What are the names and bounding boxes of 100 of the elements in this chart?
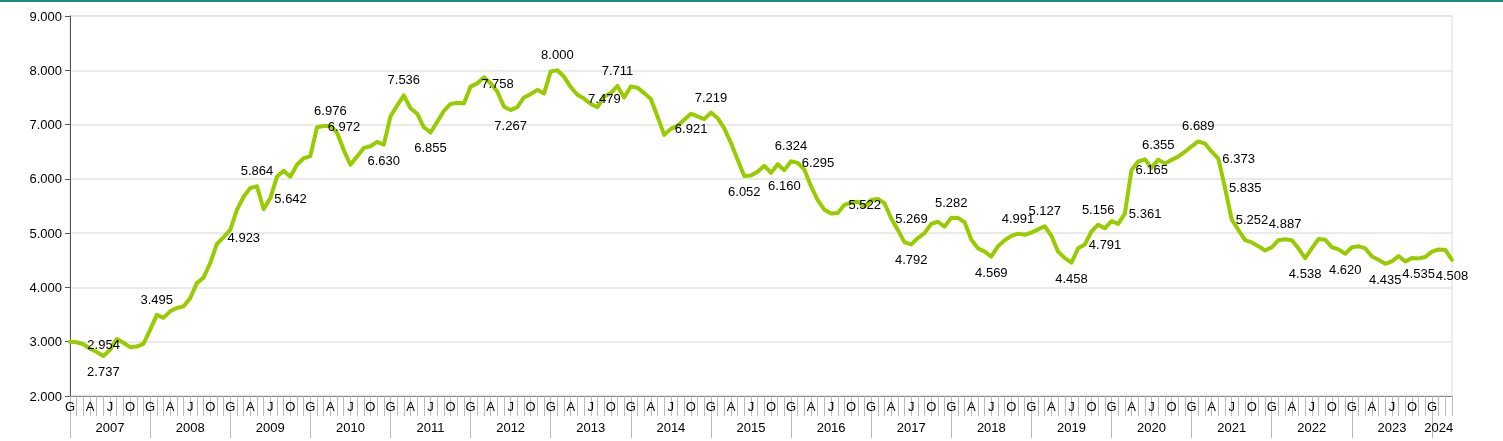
data-label: 4.791 xyxy=(1088,236,1122,252)
x-tick-label: J xyxy=(427,399,434,414)
data-label: 6.972 xyxy=(327,118,361,134)
x-tick-label: J xyxy=(1068,399,1075,414)
data-label: 6.052 xyxy=(728,184,761,200)
data-label: 4.792 xyxy=(894,252,928,268)
data-label: 4.887 xyxy=(1268,216,1302,232)
x-tick-label: G xyxy=(465,399,476,414)
y-tick-label: 8.000 xyxy=(29,62,62,78)
x-tick-label: O xyxy=(365,399,376,414)
y-tick-label: 2.000 xyxy=(29,388,62,404)
data-label: 6.689 xyxy=(1182,118,1215,134)
x-tick-label: G xyxy=(1346,399,1357,414)
data-label: 5.269 xyxy=(895,211,928,227)
data-label: 5.835 xyxy=(1229,180,1262,196)
data-label: 4.569 xyxy=(975,264,1008,280)
data-label: 4.508 xyxy=(1435,267,1469,283)
x-tick-label: O xyxy=(605,399,616,414)
x-tick-label: O xyxy=(1006,399,1017,414)
text: 2023 xyxy=(1377,420,1407,435)
x-tick-label: O xyxy=(765,399,777,414)
x-tick-label: A xyxy=(406,399,416,414)
x-tick-label: J xyxy=(1148,399,1155,414)
y-tick-label: 5.000 xyxy=(29,225,62,241)
data-label: 4.620 xyxy=(1328,261,1362,277)
data-label: 6.373 xyxy=(1222,151,1255,167)
x-tick-label: J xyxy=(988,399,995,414)
x-tick-label: A xyxy=(486,399,496,414)
data-label: 4.435 xyxy=(1368,271,1402,287)
data-label: 4.538 xyxy=(1288,266,1322,282)
text: 2013 xyxy=(576,420,606,435)
y-tick-label: 3.000 xyxy=(29,334,62,350)
data-label: 5.252 xyxy=(1235,211,1269,227)
text: 2017 xyxy=(896,420,926,435)
x-tick-label: O xyxy=(926,399,937,414)
x-tick-label: A xyxy=(85,399,95,414)
x-tick-label: A xyxy=(245,399,255,414)
x-tick-label: G xyxy=(785,399,797,414)
x-tick-label: G xyxy=(145,399,156,414)
x-tick-label: O xyxy=(1166,399,1177,414)
x-tick-label: J xyxy=(827,399,835,414)
data-label: 3.495 xyxy=(140,291,174,307)
x-tick-label: G xyxy=(64,399,76,414)
text: 2012 xyxy=(496,420,526,435)
x-tick-label: J xyxy=(587,399,594,414)
data-label: 5.282 xyxy=(935,194,968,210)
x-tick-label: G xyxy=(1186,399,1197,414)
x-tick-label: A xyxy=(1047,399,1057,414)
y-tick-label: 9.000 xyxy=(29,8,62,24)
x-tick-label: J xyxy=(106,399,114,414)
x-tick-label: J xyxy=(1388,399,1396,414)
x-tick-label: O xyxy=(445,399,456,414)
text: 2007 xyxy=(95,420,125,435)
x-tick-label: A xyxy=(886,399,896,414)
x-tick-label: G xyxy=(625,399,636,414)
x-tick-label: G xyxy=(225,399,236,414)
x-tick-label: A xyxy=(566,399,576,414)
x-tick-label: A xyxy=(1287,399,1297,414)
x-tick-label: J xyxy=(1228,399,1235,414)
x-tick-label: O xyxy=(685,399,696,414)
x-tick-label: J xyxy=(507,399,514,414)
x-tick-label: G xyxy=(866,399,877,414)
x-tick-label: A xyxy=(806,399,816,414)
x-tick-label: G xyxy=(1426,399,1438,414)
data-label: 7.711 xyxy=(601,62,634,78)
x-tick-label: A xyxy=(726,399,736,414)
data-label: 5.361 xyxy=(1128,206,1162,222)
text: 2024 xyxy=(1424,420,1454,435)
x-tick-label: O xyxy=(1326,399,1337,414)
x-tick-label: J xyxy=(347,399,354,414)
x-tick-label: G xyxy=(1106,399,1117,414)
x-tick-label: A xyxy=(966,399,976,414)
x-tick-label: G xyxy=(385,399,396,414)
x-tick-label: G xyxy=(705,399,716,414)
data-label: 8.000 xyxy=(541,47,574,63)
x-tick-label: O xyxy=(125,399,136,414)
data-label: 7.219 xyxy=(694,89,728,105)
text: 2014 xyxy=(656,420,686,435)
text: 2011 xyxy=(416,420,445,435)
text: 2009 xyxy=(255,420,285,435)
text: 2008 xyxy=(175,420,205,435)
x-tick-label: A xyxy=(646,399,656,414)
text: 2019 xyxy=(1056,420,1086,435)
x-tick-label: O xyxy=(205,399,216,414)
data-label: 6.921 xyxy=(674,121,708,137)
x-tick-label: A xyxy=(1207,399,1217,414)
data-label: 6.855 xyxy=(414,140,447,156)
x-tick-label: G xyxy=(545,399,556,414)
data-label: 4.535 xyxy=(1402,266,1435,282)
data-label: 5.642 xyxy=(274,190,307,206)
data-label: 7.536 xyxy=(387,72,421,88)
x-tick-label: G xyxy=(1026,399,1037,414)
text: 2015 xyxy=(736,420,766,435)
x-tick-label: G xyxy=(305,399,316,414)
text: 2016 xyxy=(816,420,846,435)
data-label: 6.295 xyxy=(801,155,835,171)
x-tick-label: J xyxy=(667,399,675,414)
data-label: 6.630 xyxy=(367,152,401,168)
data-label: 6.355 xyxy=(1141,136,1175,152)
data-label: 2.737 xyxy=(87,363,120,379)
